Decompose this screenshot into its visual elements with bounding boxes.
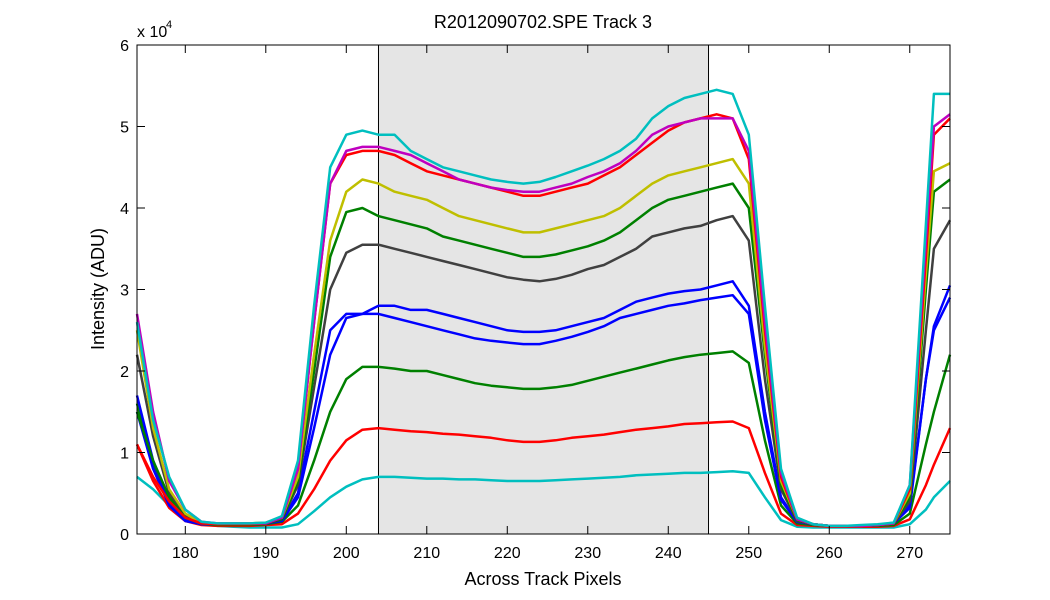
x-axis-label: Across Track Pixels <box>464 569 621 589</box>
y-tick-label: 2 <box>120 364 129 381</box>
y-axis: 0 1 2 3 4 5 6 <box>120 38 950 544</box>
y-multiplier-base: x 10 <box>137 24 167 41</box>
y-tick-label: 4 <box>120 201 129 218</box>
y-multiplier-exponent: 4 <box>166 19 172 31</box>
x-tick-label: 270 <box>896 545 923 562</box>
x-axis: 180 190 200 210 220 230 240 250 260 270 <box>172 45 923 562</box>
y-axis-label: Intensity (ADU) <box>88 228 108 350</box>
x-tick-label: 250 <box>735 545 762 562</box>
x-tick-label: 240 <box>655 545 682 562</box>
series-group <box>135 88 952 529</box>
y-tick-label: 0 <box>120 527 129 544</box>
y-tick-label: 6 <box>120 38 129 55</box>
y-tick-label: 5 <box>120 120 129 137</box>
chart-title: R2012090702.SPE Track 3 <box>434 12 652 32</box>
series-line-cyan-top <box>135 88 950 528</box>
x-tick-label: 260 <box>816 545 843 562</box>
y-tick-label: 1 <box>120 446 129 463</box>
x-tick-label: 220 <box>494 545 521 562</box>
x-tick-label: 180 <box>172 545 199 562</box>
y-tick-label: 3 <box>120 283 129 300</box>
x-tick-label: 190 <box>252 545 279 562</box>
x-tick-label: 230 <box>574 545 601 562</box>
x-tick-label: 200 <box>333 545 360 562</box>
x-tick-label: 210 <box>413 545 440 562</box>
shaded-region <box>378 45 709 534</box>
